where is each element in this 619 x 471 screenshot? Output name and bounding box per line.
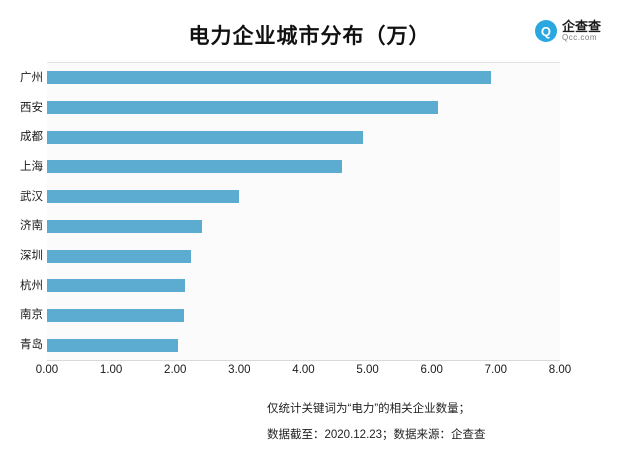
y-tick-label: 上海 <box>20 160 43 173</box>
bar-西安 <box>47 101 439 115</box>
x-tick-label: 5.00 <box>356 364 379 376</box>
y-tick-label: 成都 <box>20 131 43 144</box>
bar-广州 <box>47 71 492 85</box>
bar-青岛 <box>47 338 179 352</box>
bar-row <box>47 241 560 271</box>
bar-row <box>47 271 560 301</box>
x-tick-label: 6.00 <box>420 364 443 376</box>
bar-成都 <box>47 130 364 144</box>
y-tick-label: 济南 <box>20 220 43 233</box>
bar-row <box>47 93 560 123</box>
chart-footnotes: 仅统计关键词为“电力”的相关企业数量； 数据截至：2020.12.23；数据来源… <box>267 396 597 448</box>
x-tick-label: 7.00 <box>484 364 508 376</box>
footnote-line: 仅统计关键词为“电力”的相关企业数量； <box>267 403 471 415</box>
y-tick-label: 杭州 <box>20 279 43 292</box>
x-tick-label: 4.00 <box>292 364 315 376</box>
bar-row <box>47 330 560 360</box>
brand-name: 企查查 <box>561 19 601 34</box>
bar-杭州 <box>47 279 185 293</box>
x-tick-label: 1.00 <box>99 364 123 376</box>
page-title: 电力企业城市分布（万） <box>188 25 431 48</box>
y-tick-label: 青岛 <box>20 339 43 352</box>
bar-上海 <box>47 160 342 174</box>
x-tick-label: 2.00 <box>164 364 187 376</box>
bar-row <box>47 122 560 152</box>
x-tick-label: 0.00 <box>35 364 59 376</box>
x-axis: 0.00 1.00 2.00 3.00 4.00 5.00 6.00 7.00 8.00 <box>36 360 571 380</box>
y-tick-label: 广州 <box>20 71 43 84</box>
bar-row <box>47 182 560 212</box>
bars-layer <box>47 63 560 360</box>
x-tick-label: 8.00 <box>548 364 572 376</box>
bar-深圳 <box>47 249 192 263</box>
x-tick-label: 3.00 <box>228 364 251 376</box>
y-axis-labels: 广州西安成都上海武汉济南深圳杭州南京青岛 <box>0 62 43 359</box>
bar-武汉 <box>47 190 240 204</box>
y-tick-label: 武汉 <box>20 190 43 203</box>
y-tick-label: 西安 <box>20 101 43 114</box>
brand-mark-icon: Q <box>534 20 557 43</box>
bar-row <box>47 212 560 242</box>
brand-domain: Qcc.com <box>561 32 598 42</box>
brand-logo: Q 企查查 Qcc.com <box>534 20 601 43</box>
bar-row <box>47 152 560 182</box>
bar-row <box>47 63 560 93</box>
brand-text: 企查查 Qcc.com <box>562 20 601 42</box>
y-tick-label: 南京 <box>20 309 43 322</box>
bar-row <box>47 301 560 331</box>
bar-济南 <box>47 219 203 233</box>
bar-南京 <box>47 308 184 322</box>
y-tick-label: 深圳 <box>20 250 43 263</box>
plot-area <box>47 62 560 361</box>
footnote-line: 数据截至：2020.12.23；数据来源：企查查 <box>267 429 486 441</box>
